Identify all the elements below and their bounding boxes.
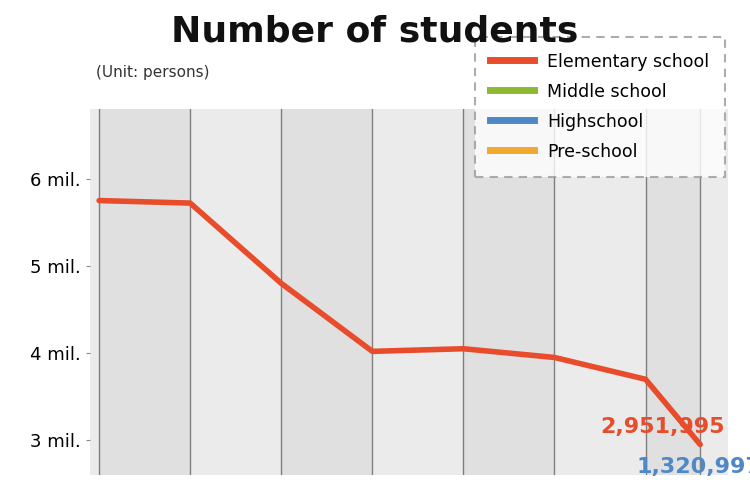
Bar bbox=[464, 109, 554, 475]
Bar bbox=[554, 109, 646, 475]
Text: 1,320,997: 1,320,997 bbox=[637, 456, 750, 477]
Bar bbox=[190, 109, 281, 475]
Bar bbox=[281, 109, 372, 475]
Text: 2,951,995: 2,951,995 bbox=[600, 417, 724, 437]
Legend: Elementary school, Middle school, Highschool, Pre-school: Elementary school, Middle school, Highsc… bbox=[475, 37, 725, 177]
Bar bbox=[372, 109, 464, 475]
Bar bbox=[99, 109, 190, 475]
Bar bbox=[646, 109, 700, 475]
Text: (Unit: persons): (Unit: persons) bbox=[96, 65, 210, 80]
Text: Number of students: Number of students bbox=[171, 15, 579, 49]
